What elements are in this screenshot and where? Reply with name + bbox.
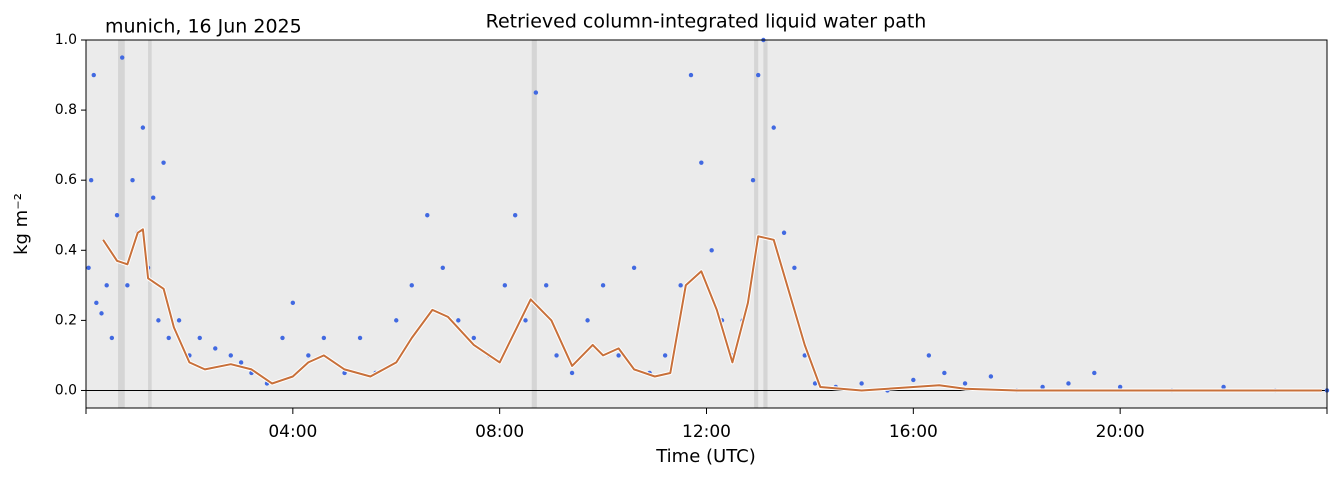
data-point bbox=[228, 353, 233, 358]
y-tick-label: 1.0 bbox=[55, 32, 77, 48]
flag-span bbox=[118, 40, 125, 408]
data-point bbox=[631, 265, 637, 271]
data-point bbox=[699, 160, 704, 165]
data-point bbox=[114, 213, 120, 218]
y-tick-label: 0.8 bbox=[55, 102, 77, 118]
smoothed-line bbox=[102, 228, 1322, 392]
data-point bbox=[197, 335, 202, 341]
data-point bbox=[585, 318, 590, 323]
data-point bbox=[911, 377, 916, 383]
data-point bbox=[471, 335, 477, 341]
data-point bbox=[425, 213, 430, 218]
data-point bbox=[544, 283, 549, 288]
plot-background bbox=[86, 40, 1327, 408]
data-point bbox=[176, 318, 182, 323]
x-tick-label: 04:00 bbox=[268, 422, 317, 442]
data-point bbox=[942, 370, 947, 376]
flag-span bbox=[531, 40, 537, 408]
data-point bbox=[290, 300, 296, 306]
x-tick-label: 20:00 bbox=[1096, 422, 1145, 442]
data-point bbox=[1117, 384, 1123, 390]
y-tick-label: 0.0 bbox=[55, 382, 77, 398]
data-point bbox=[523, 318, 528, 323]
data-point bbox=[409, 283, 414, 288]
data-point bbox=[156, 318, 161, 323]
data-point bbox=[802, 353, 807, 358]
data-point bbox=[86, 265, 91, 271]
data-point bbox=[750, 177, 756, 183]
data-point bbox=[91, 72, 96, 78]
data-point bbox=[1092, 370, 1097, 376]
data-point bbox=[130, 177, 135, 183]
data-point bbox=[321, 335, 327, 341]
flag-span bbox=[763, 40, 768, 408]
data-point bbox=[554, 353, 559, 358]
data-point bbox=[280, 335, 285, 341]
data-point bbox=[394, 318, 399, 323]
data-point bbox=[756, 72, 761, 78]
data-point bbox=[662, 353, 668, 358]
data-point bbox=[792, 265, 797, 271]
data-point bbox=[1221, 384, 1226, 390]
data-point bbox=[119, 55, 125, 60]
data-point bbox=[1040, 384, 1045, 390]
data-point bbox=[512, 213, 518, 218]
data-point bbox=[616, 353, 621, 358]
data-point bbox=[151, 195, 156, 200]
flag-span bbox=[754, 40, 759, 408]
data-point bbox=[238, 360, 244, 365]
annotation: munich, 16 Jun 2025 bbox=[105, 16, 302, 38]
data-point bbox=[213, 346, 218, 351]
data-point bbox=[161, 160, 166, 165]
data-point bbox=[781, 230, 787, 235]
data-point bbox=[771, 125, 776, 130]
data-point bbox=[569, 370, 575, 376]
data-point bbox=[859, 381, 864, 386]
data-point bbox=[306, 353, 311, 358]
data-point bbox=[94, 300, 99, 306]
data-point bbox=[140, 125, 146, 130]
data-point bbox=[1066, 381, 1071, 386]
data-point bbox=[357, 335, 363, 341]
x-tick-label: 12:00 bbox=[682, 422, 731, 442]
flag-span bbox=[148, 40, 152, 408]
data-point bbox=[709, 248, 714, 253]
data-point bbox=[678, 283, 683, 288]
data-point bbox=[688, 72, 694, 78]
x-tick-label: 08:00 bbox=[475, 422, 524, 442]
data-point bbox=[600, 283, 606, 288]
data-point bbox=[988, 374, 994, 379]
y-tick-label: 0.4 bbox=[55, 242, 77, 258]
data-point bbox=[88, 177, 94, 183]
data-point bbox=[109, 335, 115, 341]
data-point bbox=[166, 335, 171, 341]
x-tick-label: 16:00 bbox=[889, 422, 938, 442]
y-tick-label: 0.6 bbox=[55, 172, 77, 188]
data-point bbox=[926, 353, 932, 358]
chart-title: Retrieved column-integrated liquid water… bbox=[486, 11, 927, 33]
data-point bbox=[99, 311, 104, 316]
y-tick-label: 0.2 bbox=[55, 312, 77, 328]
data-point bbox=[502, 283, 508, 288]
data-point bbox=[342, 370, 347, 376]
data-point bbox=[104, 283, 109, 288]
data-point bbox=[812, 381, 818, 386]
y-axis-label: kg m⁻² bbox=[11, 193, 32, 255]
data-point bbox=[456, 318, 461, 323]
data-point bbox=[125, 283, 130, 288]
data-point bbox=[962, 381, 968, 386]
data-point bbox=[440, 265, 445, 271]
x-axis-label: Time (UTC) bbox=[655, 446, 756, 467]
data-point bbox=[533, 90, 539, 95]
